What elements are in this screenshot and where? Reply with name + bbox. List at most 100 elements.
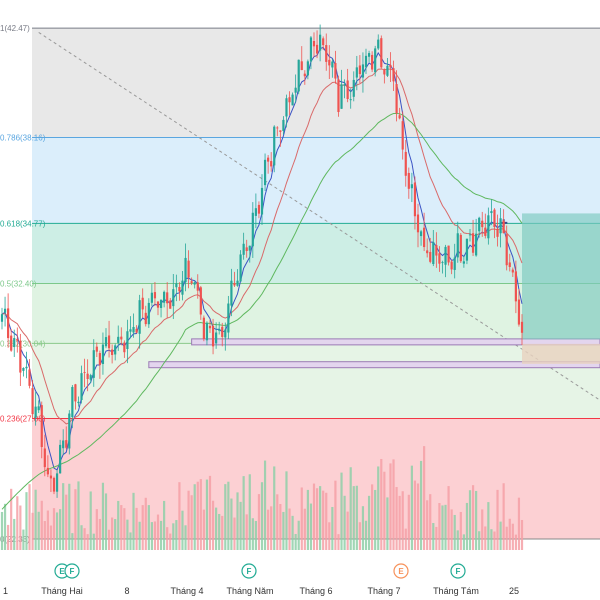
candle[interactable] — [468, 229, 472, 242]
candle[interactable] — [117, 325, 120, 351]
candle[interactable] — [508, 253, 511, 272]
candle[interactable] — [319, 24, 322, 62]
candle[interactable] — [459, 232, 462, 264]
candle[interactable] — [374, 45, 377, 77]
candle[interactable] — [135, 325, 138, 334]
candle[interactable] — [398, 107, 401, 120]
candle[interactable] — [190, 277, 193, 286]
candle[interactable] — [481, 211, 484, 237]
candle[interactable] — [233, 271, 236, 287]
candle[interactable] — [426, 238, 429, 258]
candle[interactable] — [303, 70, 306, 85]
candle[interactable] — [62, 429, 65, 456]
candle[interactable] — [163, 290, 166, 308]
candle[interactable] — [205, 321, 209, 346]
candle[interactable] — [444, 244, 447, 278]
candle[interactable] — [101, 332, 105, 375]
candle[interactable] — [196, 274, 199, 299]
candle[interactable] — [279, 130, 282, 147]
candle[interactable] — [111, 344, 114, 364]
candle[interactable] — [221, 322, 224, 347]
candle[interactable] — [172, 274, 175, 320]
candle[interactable] — [3, 296, 7, 327]
candle[interactable] — [337, 75, 340, 117]
candle[interactable] — [493, 208, 496, 239]
candle[interactable] — [505, 225, 508, 271]
candle[interactable] — [377, 34, 380, 51]
candle[interactable] — [456, 221, 459, 263]
candle[interactable] — [291, 92, 294, 106]
candle[interactable] — [215, 322, 218, 349]
candle[interactable] — [413, 176, 417, 230]
candle[interactable] — [153, 282, 157, 306]
candle[interactable] — [371, 51, 374, 73]
candle[interactable] — [312, 32, 316, 58]
candle[interactable] — [114, 343, 117, 361]
candle[interactable] — [218, 321, 221, 335]
candle[interactable] — [159, 299, 163, 318]
candle[interactable] — [184, 243, 187, 292]
candle[interactable] — [465, 238, 469, 265]
ma-mid-line[interactable] — [1, 68, 523, 425]
candle[interactable] — [126, 319, 129, 364]
candle[interactable] — [361, 52, 365, 93]
candle[interactable] — [419, 229, 423, 246]
candle[interactable] — [156, 301, 160, 316]
candle[interactable] — [71, 385, 74, 429]
candle[interactable] — [19, 333, 22, 386]
candle[interactable] — [175, 274, 178, 302]
candle[interactable] — [40, 401, 43, 459]
candle[interactable] — [267, 155, 270, 174]
candle[interactable] — [37, 400, 40, 413]
candle[interactable] — [59, 439, 62, 474]
candle[interactable] — [364, 48, 368, 75]
candle[interactable] — [367, 50, 371, 63]
candle[interactable] — [462, 255, 465, 268]
candle[interactable] — [52, 476, 56, 495]
candle[interactable] — [484, 213, 487, 239]
candle[interactable] — [511, 267, 514, 277]
candle[interactable] — [450, 259, 453, 275]
candle[interactable] — [34, 392, 37, 426]
candle[interactable] — [358, 55, 361, 84]
candle[interactable] — [211, 318, 215, 355]
candle[interactable] — [230, 268, 233, 317]
candle[interactable] — [297, 59, 300, 95]
candle[interactable] — [282, 116, 285, 135]
candle[interactable] — [123, 340, 126, 358]
candle[interactable] — [514, 260, 517, 314]
candle[interactable] — [98, 350, 101, 379]
candle[interactable] — [150, 284, 153, 307]
candle[interactable] — [0, 307, 4, 330]
candle[interactable] — [224, 322, 227, 351]
candle[interactable] — [141, 288, 144, 318]
candle[interactable] — [410, 172, 413, 203]
candle[interactable] — [169, 297, 172, 309]
candle[interactable] — [386, 57, 389, 77]
candle[interactable] — [423, 212, 426, 252]
candle[interactable] — [429, 237, 432, 264]
candle[interactable] — [300, 46, 303, 71]
candle[interactable] — [502, 209, 505, 234]
candle[interactable] — [254, 193, 257, 229]
candle[interactable] — [478, 216, 481, 238]
candle[interactable] — [355, 55, 358, 91]
candle[interactable] — [242, 232, 245, 260]
candle[interactable] — [294, 74, 297, 103]
candle[interactable] — [89, 373, 92, 383]
candle[interactable] — [395, 70, 398, 122]
candle[interactable] — [496, 214, 499, 247]
candle[interactable] — [144, 305, 147, 327]
candle[interactable] — [187, 250, 190, 289]
candle[interactable] — [401, 111, 404, 160]
candle[interactable] — [487, 207, 490, 245]
candle[interactable] — [270, 152, 273, 172]
candle[interactable] — [55, 469, 59, 498]
candle[interactable] — [74, 383, 77, 410]
candle[interactable] — [120, 327, 123, 346]
candle[interactable] — [202, 315, 205, 342]
candle[interactable] — [325, 33, 328, 71]
candle[interactable] — [43, 434, 46, 477]
candle[interactable] — [193, 281, 196, 289]
